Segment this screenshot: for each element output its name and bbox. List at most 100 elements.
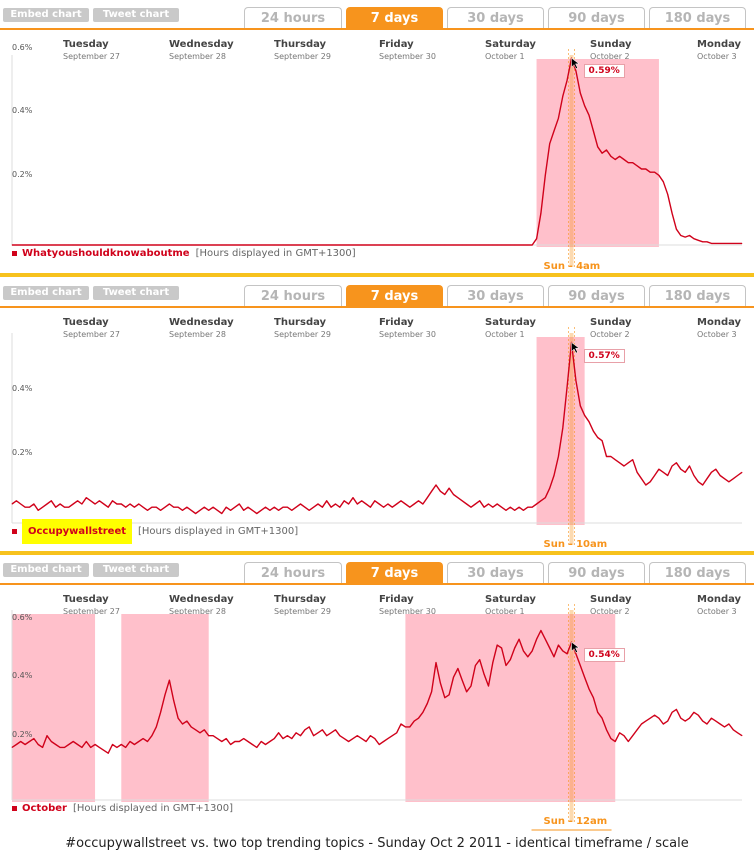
data-point [348,503,349,505]
data-point [413,720,415,722]
tab-30-days[interactable]: 30 days [447,285,544,306]
data-point [265,744,266,745]
day-date: October 1 [485,607,525,616]
tab-30-days[interactable]: 30 days [447,7,544,28]
tab-90-days[interactable]: 90 days [548,285,645,306]
tab-180-days[interactable]: 180 days [649,7,746,28]
data-point [632,459,634,461]
tab-90-days[interactable]: 90 days [548,7,645,28]
day-label-wednesday: Wednesday September 28 [169,317,234,339]
data-point [475,244,476,246]
day-label-friday: Friday September 30 [379,39,436,61]
data-point [466,244,467,246]
tab-180-days[interactable]: 180 days [649,285,746,306]
data-point [453,676,454,678]
data-point [732,243,734,244]
data-point [470,244,472,246]
data-point [160,509,162,511]
data-point [11,244,13,246]
legend-series-name: Whatyoushouldknowaboutme [22,248,190,259]
data-point [431,490,432,492]
tab-180-days[interactable]: 180 days [649,562,746,583]
data-point [719,723,721,725]
data-point [562,650,564,652]
data-point [282,738,284,739]
highlight-region [12,614,96,802]
tab-7-days[interactable]: 7 days [346,562,443,583]
data-point [190,509,192,511]
data-point [627,162,629,164]
data-point [278,509,279,511]
data-point [553,656,555,658]
data-point [370,735,371,737]
tab-24-hours[interactable]: 24 hours [244,285,342,306]
data-point [300,503,301,505]
data-point [391,506,393,508]
data-point [732,478,734,480]
data-point [453,244,454,246]
data-point [501,506,502,508]
series-line [12,57,742,246]
data-point [361,244,363,246]
tweet-chart-button[interactable]: Tweet chart [93,563,179,577]
data-point [147,244,148,246]
data-point [636,471,638,473]
day-date: September 29 [274,52,331,61]
data-point [558,644,559,646]
tab-24-hours[interactable]: 24 hours [244,7,342,28]
data-point [610,738,612,739]
data-point [531,244,533,246]
data-point [20,503,22,505]
line-chart-1 [11,49,743,276]
tab-7-days[interactable]: 7 days [346,7,443,28]
data-point [562,427,564,429]
data-point [671,212,673,214]
data-point [16,244,17,246]
data-point [129,741,131,742]
data-point [444,494,446,495]
data-point [387,244,389,246]
tab-30-days[interactable]: 30 days [447,562,544,583]
tweet-chart-button[interactable]: Tweet chart [93,286,179,300]
data-point [662,723,664,725]
data-point [400,500,402,502]
data-point [496,503,498,505]
data-point [553,475,555,476]
embed-chart-button[interactable]: Embed chart [3,8,89,22]
data-point [566,386,568,388]
embed-chart-button[interactable]: Embed chart [3,563,89,577]
data-point [627,462,629,464]
data-point [680,235,682,236]
day-name: Sunday [590,594,632,605]
day-date: September 30 [379,52,436,61]
data-point [42,244,43,246]
day-name: Thursday [274,317,327,328]
data-point [37,744,39,745]
data-point [90,500,92,502]
day-date: September 29 [274,607,331,616]
data-point [680,468,682,470]
tab-90-days[interactable]: 90 days [548,562,645,583]
data-point [238,503,240,505]
data-point [282,244,284,246]
data-point [11,503,13,505]
data-point [405,503,406,505]
tweet-chart-button[interactable]: Tweet chart [93,8,179,22]
data-point [553,130,555,132]
data-point [313,244,314,246]
data-point [584,676,585,678]
embed-chart-button[interactable]: Embed chart [3,286,89,300]
day-label-friday: Friday September 30 [379,317,436,339]
data-point [566,79,568,81]
data-point [287,735,288,737]
tab-7-days[interactable]: 7 days [346,285,443,306]
data-point [636,729,638,731]
data-point [278,732,279,734]
data-point [623,465,625,467]
tab-24-hours[interactable]: 24 hours [244,562,342,583]
data-point [527,506,529,508]
data-point [55,244,57,246]
data-point [483,244,485,246]
data-point [540,500,542,502]
data-point [527,244,529,246]
